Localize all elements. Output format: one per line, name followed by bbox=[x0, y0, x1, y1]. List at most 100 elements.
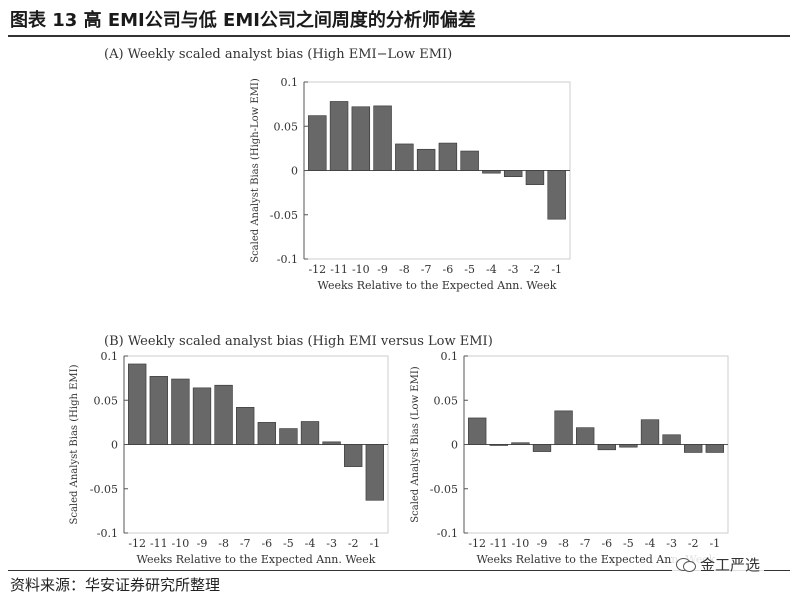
bar--1 bbox=[547, 170, 566, 220]
bar--1 bbox=[365, 444, 384, 501]
watermark: 金工严选 bbox=[672, 553, 765, 575]
bar--2 bbox=[525, 170, 545, 185]
bar--8 bbox=[554, 410, 573, 445]
x-tick-label: -11 bbox=[490, 537, 508, 550]
x-tick-label: -12 bbox=[308, 263, 326, 276]
bar--4 bbox=[300, 421, 320, 445]
x-tick-label: -8 bbox=[558, 537, 569, 550]
x-tick-label: -12 bbox=[128, 537, 146, 550]
report-header: 图表 13 高 EMI公司与低 EMI公司之间周度的分析师偏差 bbox=[0, 0, 798, 40]
wechat-icon bbox=[676, 556, 696, 572]
header-divider bbox=[8, 35, 790, 37]
bar--11 bbox=[149, 376, 168, 445]
y-tick-label: -0.05 bbox=[90, 483, 118, 496]
bar--7 bbox=[416, 148, 436, 171]
x-tick-label: -6 bbox=[601, 537, 612, 550]
bar--5 bbox=[460, 150, 479, 171]
x-axis-label: Weeks Relative to the Expected Ann. Week bbox=[318, 279, 557, 292]
bar--7 bbox=[576, 427, 595, 445]
y-tick-label: 0.1 bbox=[281, 76, 299, 89]
bar--6 bbox=[597, 444, 616, 451]
bar--11 bbox=[329, 101, 349, 171]
bar--2 bbox=[344, 444, 363, 467]
x-tick-label: -9 bbox=[197, 537, 208, 550]
x-tick-label: -8 bbox=[399, 263, 410, 276]
x-tick-label: -10 bbox=[172, 537, 190, 550]
bar--12 bbox=[468, 417, 487, 445]
bar--5 bbox=[279, 428, 298, 445]
bar--6 bbox=[257, 422, 276, 445]
bar--12 bbox=[308, 115, 327, 171]
bar--6 bbox=[438, 142, 458, 171]
x-tick-label: -6 bbox=[261, 537, 272, 550]
figure-title: 图表 13 高 EMI公司与低 EMI公司之间周度的分析师偏差 bbox=[10, 10, 476, 31]
watermark-label: 金工严选 bbox=[700, 555, 761, 574]
bar--3 bbox=[322, 441, 341, 445]
bar--11 bbox=[489, 444, 508, 446]
x-tick-label: -10 bbox=[512, 537, 530, 550]
bar--10 bbox=[351, 106, 371, 171]
bar--10 bbox=[511, 442, 530, 445]
x-tick-label: -8 bbox=[218, 537, 229, 550]
x-tick-label: -5 bbox=[464, 263, 475, 276]
y-axis-label: Scaled Analyst Bias (High EMI) bbox=[69, 364, 80, 524]
x-axis-label: Weeks Relative to the Expected Ann. Week bbox=[477, 553, 716, 566]
bar--10 bbox=[171, 378, 190, 445]
bar--8 bbox=[395, 143, 414, 171]
bar--9 bbox=[373, 105, 392, 171]
y-axis-label: Scaled Analyst Bias (High-Low EMI) bbox=[250, 78, 261, 263]
x-tick-label: -2 bbox=[688, 537, 699, 550]
x-tick-label: -11 bbox=[330, 263, 348, 276]
y-tick-label: 0 bbox=[291, 165, 298, 178]
x-tick-label: -7 bbox=[580, 537, 591, 550]
y-tick-label: 0.1 bbox=[441, 350, 459, 363]
bar--7 bbox=[236, 407, 255, 445]
y-tick-label: 0.05 bbox=[94, 394, 119, 407]
x-tick-label: -1 bbox=[551, 263, 562, 276]
x-tick-label: -10 bbox=[352, 263, 370, 276]
y-tick-label: 0.05 bbox=[434, 394, 459, 407]
x-tick-label: -11 bbox=[150, 537, 168, 550]
x-tick-label: -1 bbox=[709, 537, 720, 550]
bar--5 bbox=[619, 444, 638, 448]
bar--12 bbox=[128, 363, 147, 445]
bar--2 bbox=[684, 444, 703, 453]
x-tick-label: -9 bbox=[377, 263, 388, 276]
y-tick-label: 0.05 bbox=[274, 120, 299, 133]
x-tick-label: -2 bbox=[348, 537, 359, 550]
x-tick-label: -7 bbox=[240, 537, 251, 550]
y-tick-label: 0 bbox=[451, 439, 458, 452]
x-tick-label: -7 bbox=[421, 263, 432, 276]
chart-a: 0.1 0.05 0 -0.05 -0.1 -12 -11 -10 -9 -8 -7 -6 -5 -4 -3… bbox=[104, 47, 571, 292]
footer-divider bbox=[8, 570, 790, 571]
y-tick-label: -0.1 bbox=[277, 253, 298, 266]
panel-b-title: (B) Weekly scaled analyst bias (High EMI… bbox=[104, 334, 493, 349]
x-tick-label: -3 bbox=[508, 263, 519, 276]
y-tick-label: 0 bbox=[111, 439, 118, 452]
chart-b-high: 0.1 0.05 0 -0.05 -0.1 -12 -11 -10 -9 -8 -7 -6 -5 -4 -3… bbox=[69, 350, 389, 566]
y-axis-label: Scaled Analyst Bias (Low EMI) bbox=[410, 366, 421, 523]
y-tick-label: 0.1 bbox=[101, 350, 119, 363]
x-tick-label: -5 bbox=[283, 537, 294, 550]
bar--3 bbox=[662, 434, 681, 445]
x-tick-label: -3 bbox=[666, 537, 677, 550]
x-tick-label: -12 bbox=[468, 537, 486, 550]
y-tick-label: -0.1 bbox=[97, 527, 118, 540]
bar--1 bbox=[705, 444, 724, 453]
chart-title: (A) Weekly scaled analyst bias (High EMI… bbox=[104, 47, 452, 62]
y-tick-label: -0.05 bbox=[270, 209, 298, 222]
x-tick-label: -5 bbox=[623, 537, 634, 550]
x-tick-label: -1 bbox=[369, 537, 380, 550]
x-tick-label: -9 bbox=[537, 537, 548, 550]
bar--4 bbox=[482, 170, 501, 174]
x-tick-label: -4 bbox=[305, 537, 316, 550]
bar--3 bbox=[503, 170, 523, 177]
bar--4 bbox=[640, 419, 660, 445]
x-tick-label: -6 bbox=[443, 263, 454, 276]
y-tick-label: -0.1 bbox=[437, 527, 458, 540]
bar--9 bbox=[192, 387, 212, 445]
source-note: 资料来源：华安证券研究所整理 bbox=[10, 576, 221, 594]
y-tick-label: -0.05 bbox=[430, 483, 458, 496]
x-axis-label: Weeks Relative to the Expected Ann. Week bbox=[137, 553, 376, 566]
